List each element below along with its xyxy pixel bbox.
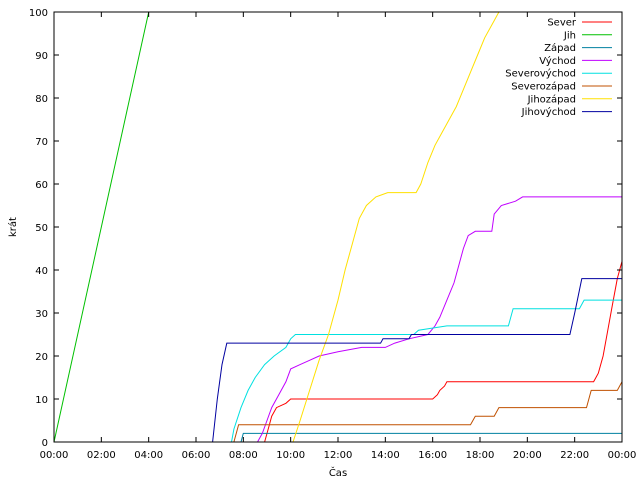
- x-tick-label: 20:00: [513, 450, 542, 461]
- y-tick-label: 50: [35, 223, 48, 234]
- y-axis-label: krát: [7, 217, 19, 237]
- series-line-4: [54, 196, 622, 443]
- x-tick-label: 00:00: [40, 450, 69, 461]
- x-tick-label: 22:00: [560, 450, 589, 461]
- series-line-6: [54, 381, 623, 443]
- x-axis-label: Čas: [329, 466, 347, 479]
- legend-label: Východ: [539, 55, 576, 67]
- legend-label: Severozápad: [511, 81, 576, 93]
- x-tick-label: 00:00: [608, 450, 637, 461]
- legend-label: Západ: [544, 42, 576, 54]
- x-tick-label: 02:00: [87, 450, 116, 461]
- legend-label: Severovýchod: [505, 68, 576, 80]
- legend-label: Jih: [563, 30, 576, 41]
- x-tick-label: 12:00: [324, 450, 353, 461]
- series-line-8: [54, 278, 622, 443]
- axes-layer: 00:00 02:00 04:00 06:00 08:00 10:00 12:00 14:00…: [29, 8, 637, 461]
- y-tick-label: 0: [42, 438, 48, 449]
- legend: SeverJihZápadVýchodSeverovýchodSeverozáp…: [505, 18, 612, 118]
- x-tick-label: 18:00: [466, 450, 495, 461]
- y-tick-label: 90: [35, 51, 48, 62]
- x-tick-label: 16:00: [418, 450, 447, 461]
- legend-label: Sever: [547, 18, 577, 29]
- y-tick-label: 100: [29, 8, 48, 19]
- x-tick-label: 06:00: [182, 450, 211, 461]
- y-tick-label: 40: [35, 266, 48, 277]
- series-line-7: [54, 11, 622, 443]
- y-tick-label: 80: [35, 94, 48, 105]
- x-tick-label: 04:00: [134, 450, 163, 461]
- x-tick-label: 14:00: [371, 450, 400, 461]
- y-tick-label: 70: [35, 137, 48, 148]
- series-line-1: [54, 261, 623, 443]
- legend-label: Jihozápad: [527, 93, 576, 105]
- series-line-5: [54, 299, 622, 443]
- legend-label: Jihovýchod: [521, 106, 576, 118]
- y-tick-label: 60: [35, 180, 48, 191]
- x-tick-label: 08:00: [229, 450, 258, 461]
- y-tick-label: 30: [35, 309, 48, 320]
- y-tick-label: 10: [35, 395, 48, 406]
- x-tick-label: 10:00: [276, 450, 305, 461]
- y-tick-label: 20: [35, 352, 48, 363]
